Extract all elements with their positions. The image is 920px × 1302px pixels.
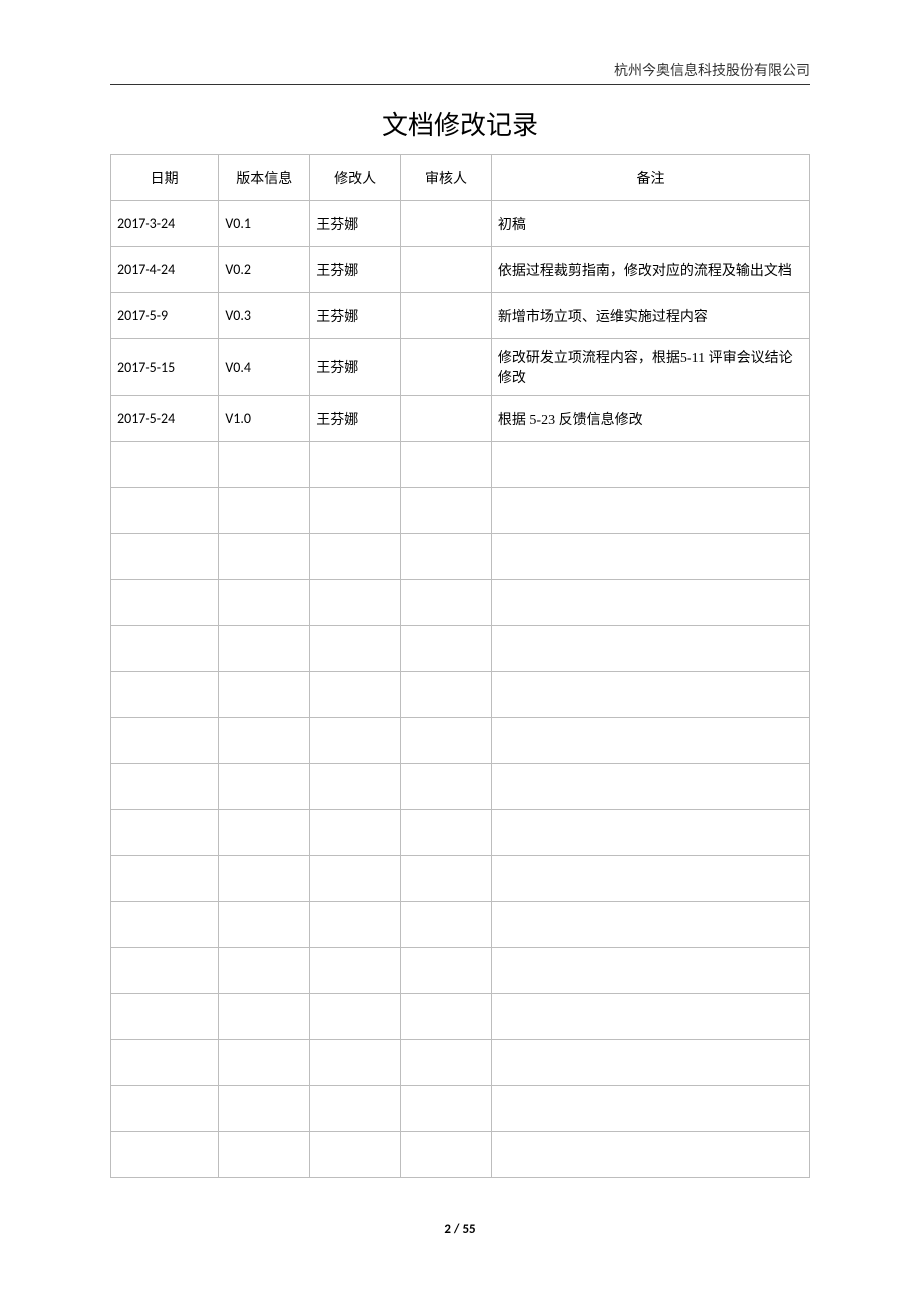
- table-row: [111, 580, 810, 626]
- table-row: [111, 626, 810, 672]
- cell-reviewer: [401, 293, 492, 339]
- table-row: 2017-5-9 V0.3 王芬娜 新增市场立项、运维实施过程内容: [111, 293, 810, 339]
- cell-note: 依据过程裁剪指南，修改对应的流程及输出文档: [491, 247, 809, 293]
- page-footer: 2 / 55: [0, 1222, 920, 1237]
- table-row: [111, 718, 810, 764]
- document-page: 杭州今奥信息科技股份有限公司 文档修改记录 日期 版本信息 修改人 审核人 备注…: [0, 0, 920, 1178]
- table-row: 2017-3-24 V0.1 王芬娜 初稿: [111, 201, 810, 247]
- page-number-current: 2: [444, 1222, 451, 1237]
- table-row: [111, 856, 810, 902]
- cell-modifier: 王芬娜: [310, 247, 401, 293]
- cell-date: 2017-5-9: [111, 293, 219, 339]
- company-name: 杭州今奥信息科技股份有限公司: [110, 60, 810, 80]
- revision-table-body: 2017-3-24 V0.1 王芬娜 初稿 2017-4-24 V0.2 王芬娜…: [111, 201, 810, 1178]
- table-row: 2017-4-24 V0.2 王芬娜 依据过程裁剪指南，修改对应的流程及输出文档: [111, 247, 810, 293]
- cell-reviewer: [401, 247, 492, 293]
- col-header-note: 备注: [491, 155, 809, 201]
- col-header-reviewer: 审核人: [401, 155, 492, 201]
- table-row: [111, 948, 810, 994]
- col-header-version: 版本信息: [219, 155, 310, 201]
- table-header-row: 日期 版本信息 修改人 审核人 备注: [111, 155, 810, 201]
- cell-note: 根据 5-23 反馈信息修改: [491, 396, 809, 442]
- document-title: 文档修改记录: [110, 105, 810, 142]
- page-number-sep: /: [451, 1222, 462, 1237]
- table-row: [111, 764, 810, 810]
- table-row: [111, 442, 810, 488]
- cell-date: 2017-5-15: [111, 339, 219, 396]
- cell-version: V0.3: [219, 293, 310, 339]
- cell-modifier: 王芬娜: [310, 293, 401, 339]
- cell-note: 修改研发立项流程内容，根据5-11 评审会议结论修改: [491, 339, 809, 396]
- cell-reviewer: [401, 396, 492, 442]
- cell-version: V0.2: [219, 247, 310, 293]
- page-number-total: 55: [462, 1222, 475, 1237]
- cell-date: 2017-5-24: [111, 396, 219, 442]
- cell-modifier: 王芬娜: [310, 339, 401, 396]
- revision-history-table: 日期 版本信息 修改人 审核人 备注 2017-3-24 V0.1 王芬娜 初稿…: [110, 154, 810, 1178]
- cell-date: 2017-3-24: [111, 201, 219, 247]
- table-row: 2017-5-15 V0.4 王芬娜 修改研发立项流程内容，根据5-11 评审会…: [111, 339, 810, 396]
- cell-modifier: 王芬娜: [310, 396, 401, 442]
- table-row: [111, 994, 810, 1040]
- col-header-modifier: 修改人: [310, 155, 401, 201]
- cell-reviewer: [401, 201, 492, 247]
- table-row: [111, 672, 810, 718]
- cell-version: V0.1: [219, 201, 310, 247]
- table-row: [111, 1086, 810, 1132]
- cell-version: V0.4: [219, 339, 310, 396]
- table-row: [111, 810, 810, 856]
- cell-version: V1.0: [219, 396, 310, 442]
- table-row: 2017-5-24 V1.0 王芬娜 根据 5-23 反馈信息修改: [111, 396, 810, 442]
- cell-date: 2017-4-24: [111, 247, 219, 293]
- table-row: [111, 902, 810, 948]
- cell-reviewer: [401, 339, 492, 396]
- col-header-date: 日期: [111, 155, 219, 201]
- table-row: [111, 534, 810, 580]
- page-header: 杭州今奥信息科技股份有限公司: [110, 60, 810, 85]
- table-row: [111, 1040, 810, 1086]
- table-row: [111, 1132, 810, 1178]
- cell-note: 初稿: [491, 201, 809, 247]
- cell-note: 新增市场立项、运维实施过程内容: [491, 293, 809, 339]
- cell-modifier: 王芬娜: [310, 201, 401, 247]
- table-row: [111, 488, 810, 534]
